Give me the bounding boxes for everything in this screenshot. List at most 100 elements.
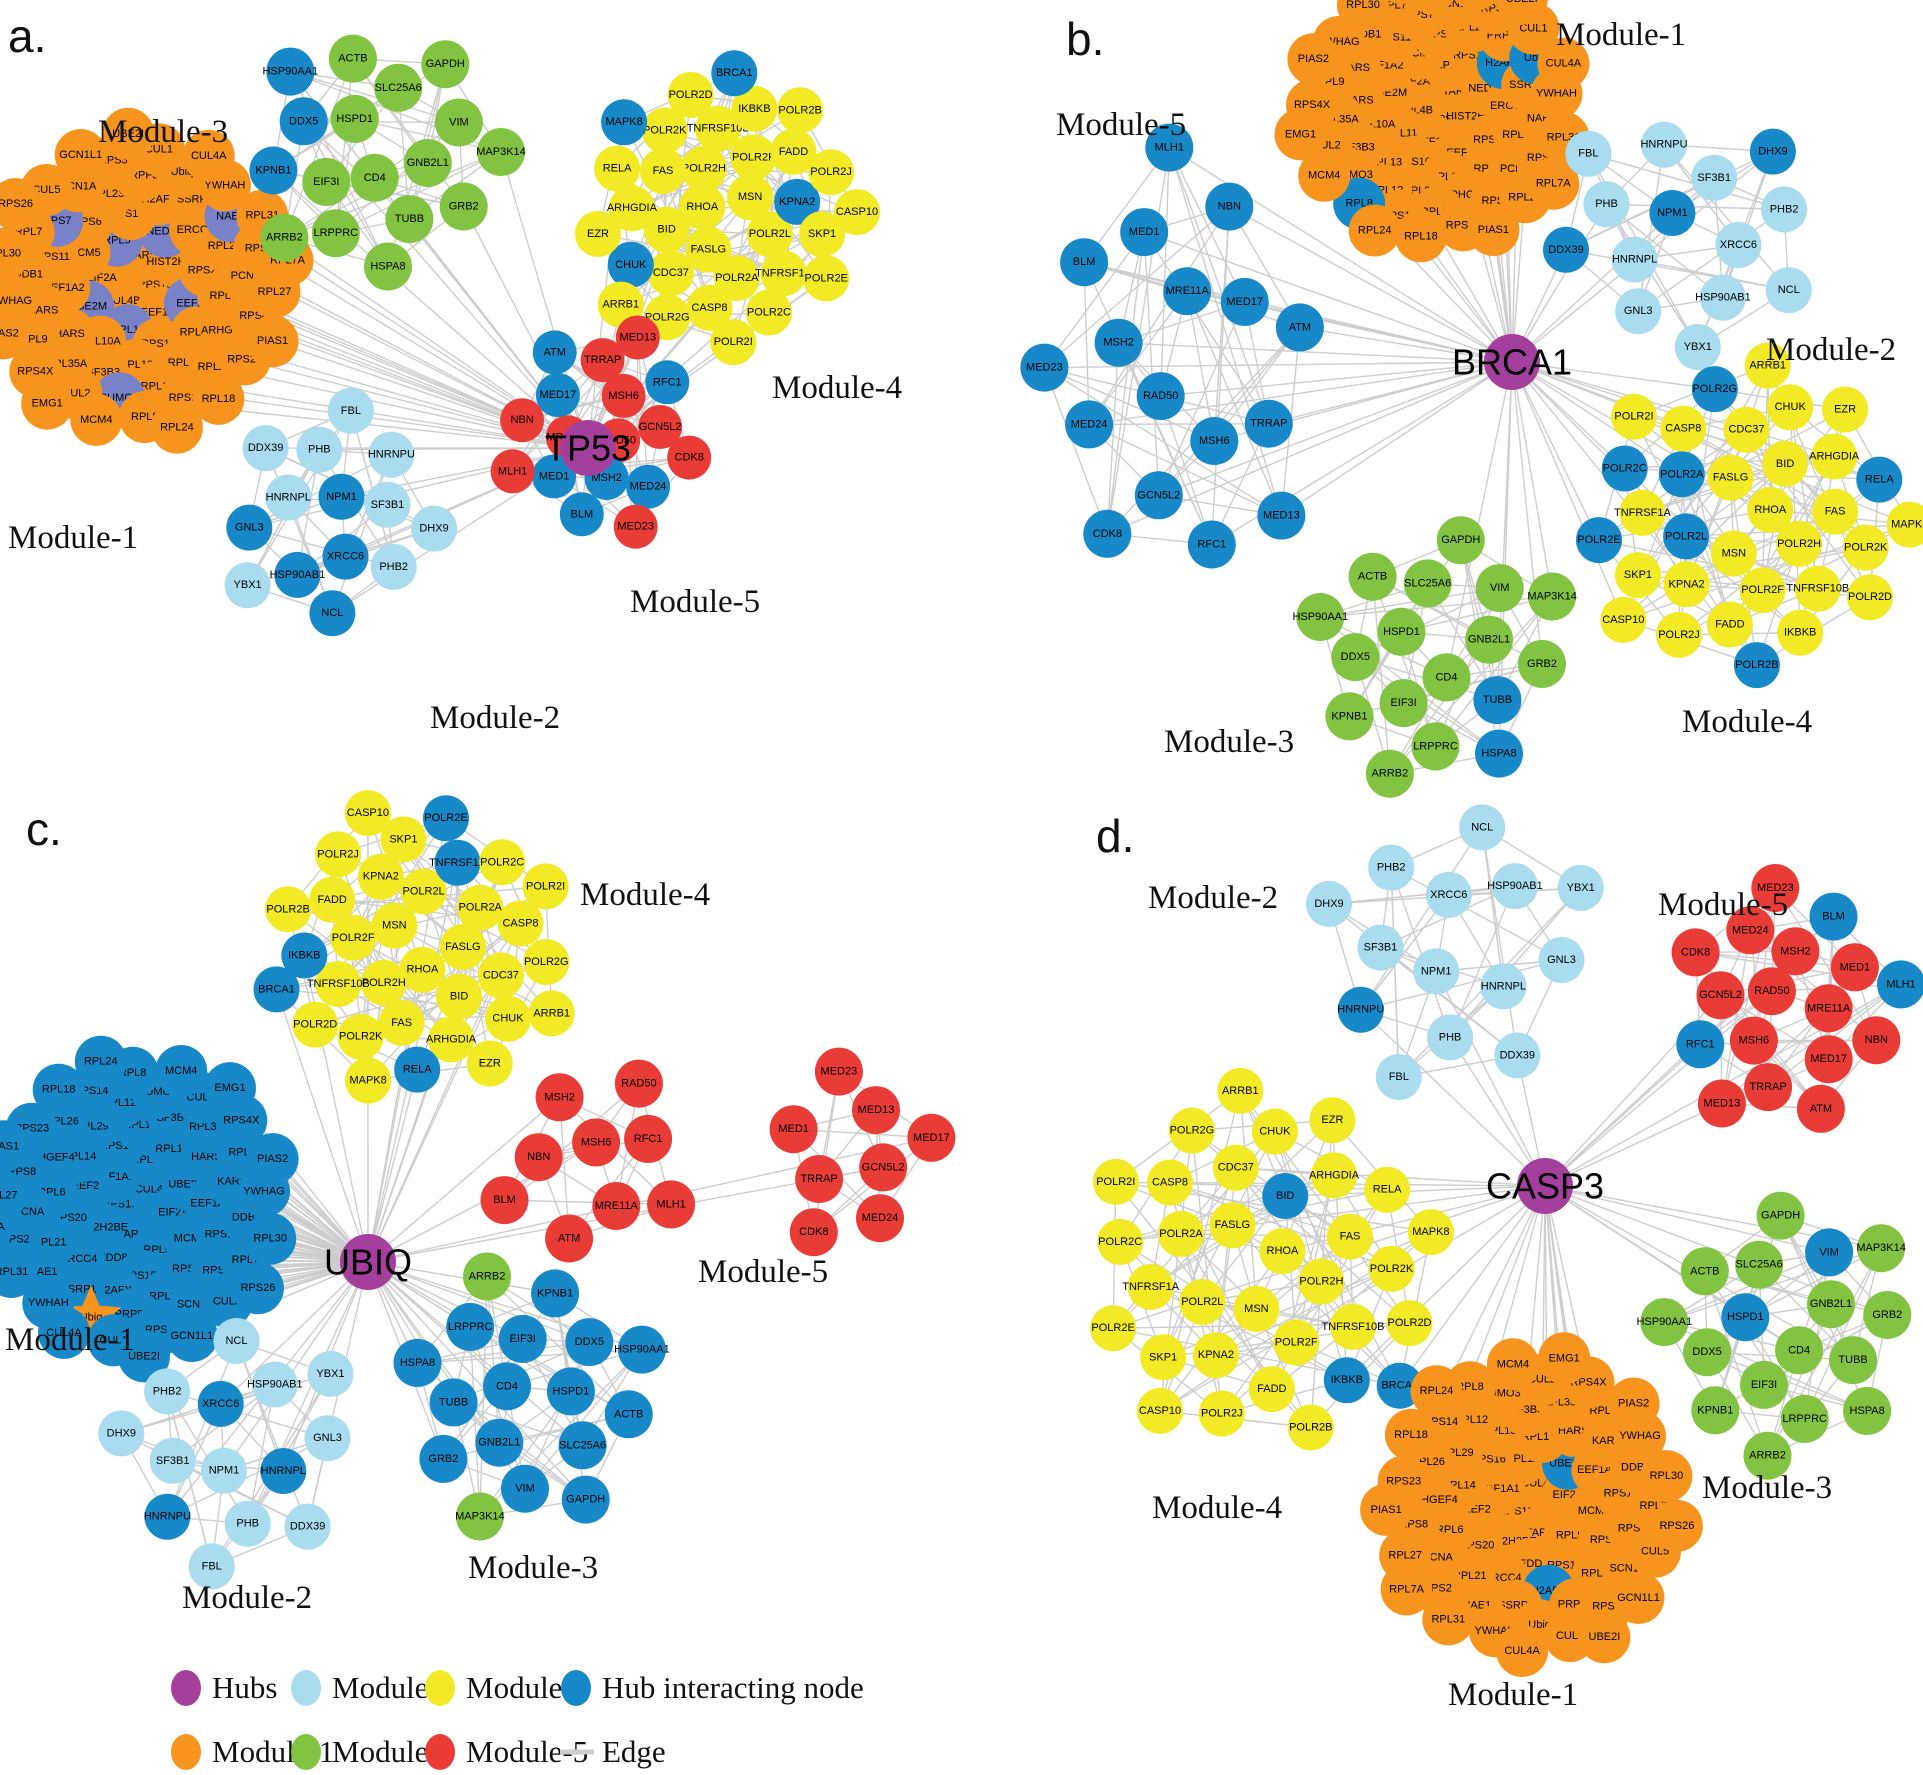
node-label-rps26: RPS26 <box>1659 1520 1694 1532</box>
node-phb2 <box>370 543 417 590</box>
node-label-rpl24: RPL24 <box>1358 225 1392 237</box>
node-label-vim: VIM <box>449 117 469 129</box>
node-phb2 <box>1368 844 1415 891</box>
node-ddx5 <box>279 97 328 146</box>
node-fbl <box>1565 130 1612 177</box>
node-label-trrap: TRRAP <box>800 1173 837 1185</box>
node-label-msn: MSN <box>1244 1303 1269 1315</box>
edge <box>367 1261 587 1501</box>
node-label-cdk8: CDK8 <box>675 452 704 464</box>
node-tnfrsf1a <box>1619 489 1666 536</box>
hub-label-tp53: TP53 <box>545 428 631 469</box>
edge <box>1390 867 1400 1078</box>
node-fadd <box>770 128 817 175</box>
node-label-msh6: MSH6 <box>1739 1035 1770 1047</box>
node-rps26 <box>0 178 42 231</box>
node-polr2b <box>1287 1404 1334 1451</box>
node-label-cul4a: CUL4A <box>46 1327 82 1339</box>
edge <box>469 1326 481 1517</box>
node-ezr <box>575 210 621 257</box>
node-label-kpna2: KPNA2 <box>779 196 815 208</box>
node-label-polr2a: POLR2A <box>1660 468 1704 480</box>
panel-a: RPS13CUL4BTARSEEF1A1EIF2AHIST2H2BERPL11R… <box>0 10 902 736</box>
node-cul4a <box>182 129 235 182</box>
node-ddx5 <box>1331 633 1380 682</box>
node-label-rela: RELA <box>1865 474 1894 486</box>
node-label-trrap: TRRAP <box>584 354 621 366</box>
node-label-tnfrsf10b: TNFRSF10B <box>1786 583 1849 595</box>
node-cul4a <box>38 1306 90 1359</box>
edge <box>1346 1185 1546 1381</box>
node-label-slc25a6: SLC25A6 <box>559 1439 606 1451</box>
node-polr2f <box>1739 567 1786 614</box>
node-label-lrpprc: LRPPRC <box>1413 740 1458 752</box>
node-ddx39 <box>1543 226 1589 273</box>
module-label-b-module-1: Module-1 <box>1556 17 1686 53</box>
node-label-fadd: FADD <box>779 146 808 158</box>
node-polr2h <box>360 959 407 1006</box>
nodes-layer: RHOA MSN FASLG POLR2H POLR2L BID POLR2F POLR2A F… <box>0 790 956 1590</box>
node-label-hspa8: HSPA8 <box>1849 1405 1884 1417</box>
node-label-chuk: CHUK <box>1259 1126 1291 1138</box>
node-label-cdk8: CDK8 <box>799 1226 828 1238</box>
node-casp8 <box>686 284 733 331</box>
node-rad50 <box>1136 372 1185 421</box>
node-label-polr2i: POLR2I <box>714 336 753 348</box>
node-cdc37 <box>1212 1144 1259 1191</box>
node-label-med13: MED13 <box>619 332 656 344</box>
node-label-phb2: PHB2 <box>153 1385 182 1397</box>
edge <box>1088 290 1188 425</box>
node-label-cdc37: CDC37 <box>483 969 519 981</box>
node-label-rpl7a: RPL7A <box>0 1221 5 1233</box>
node-fadd <box>1706 601 1753 648</box>
node-label-rpl27: RPL27 <box>258 286 292 298</box>
node-label-med1: MED1 <box>778 1123 809 1135</box>
hub-node-ubiq <box>340 1234 396 1290</box>
module-label-d-module-5: Module-5 <box>1658 887 1788 923</box>
node-chuk <box>485 995 531 1042</box>
node-polr2f <box>730 134 777 181</box>
node-label-arrb2: ARRB2 <box>266 232 303 244</box>
node-label-tubb: TUBB <box>1838 1354 1867 1366</box>
node-hspa8 <box>1475 729 1523 778</box>
node-label-nbn: NBN <box>527 1151 550 1163</box>
node-fas <box>378 999 425 1046</box>
legend: Hubs Module-2 Module-4 Hub interacting node… <box>171 1670 864 1770</box>
node-label-blm: BLM <box>570 508 593 520</box>
edge <box>1445 361 1513 678</box>
node-label-eif3i: EIF3I <box>510 1333 536 1345</box>
node-label-polr2j: POLR2J <box>1201 1408 1243 1420</box>
node-label-mre11a: MRE11A <box>595 1200 639 1212</box>
node-label-faslg: FASLG <box>1215 1219 1250 1231</box>
node-label-hsp90ab1: HSP90AB1 <box>1695 292 1751 304</box>
node-kpnb1 <box>1325 692 1374 741</box>
edge <box>1744 1247 1882 1318</box>
node-mlh1 <box>490 449 535 494</box>
legend-swatch-hubs <box>171 1670 201 1706</box>
edge <box>1360 959 1562 1011</box>
node-label-mlh1: MLH1 <box>656 1198 685 1210</box>
edge <box>1606 203 1785 211</box>
node-label-hsp90ab1: HSP90AB1 <box>270 569 326 581</box>
edge <box>1753 887 1776 1041</box>
node-label-arhgdia: ARHGDIA <box>607 202 658 214</box>
node-polr2i <box>710 319 757 366</box>
node-hnrnpu <box>1337 986 1384 1033</box>
node-gnb2l1 <box>1807 1280 1855 1329</box>
edge <box>1044 361 1513 369</box>
node-rpl30 <box>1337 0 1389 32</box>
node-label-arrb1: ARRB1 <box>533 1007 570 1019</box>
node-phb <box>1583 181 1630 228</box>
node-label-atm: ATM <box>1810 1103 1832 1115</box>
edge <box>1399 1185 1546 1387</box>
node-mlh1 <box>647 1180 696 1229</box>
node-arhgdia <box>428 1016 475 1063</box>
node-label-cdk8: CDK8 <box>1681 946 1710 958</box>
node-nbn <box>514 1133 563 1182</box>
node-label-atm: ATM <box>558 1233 580 1245</box>
edge <box>284 162 429 239</box>
node-label-pias2: PIAS2 <box>257 1153 288 1165</box>
node-rela <box>394 1046 441 1093</box>
node-slc25a6 <box>374 63 423 112</box>
edge <box>1511 361 1600 541</box>
